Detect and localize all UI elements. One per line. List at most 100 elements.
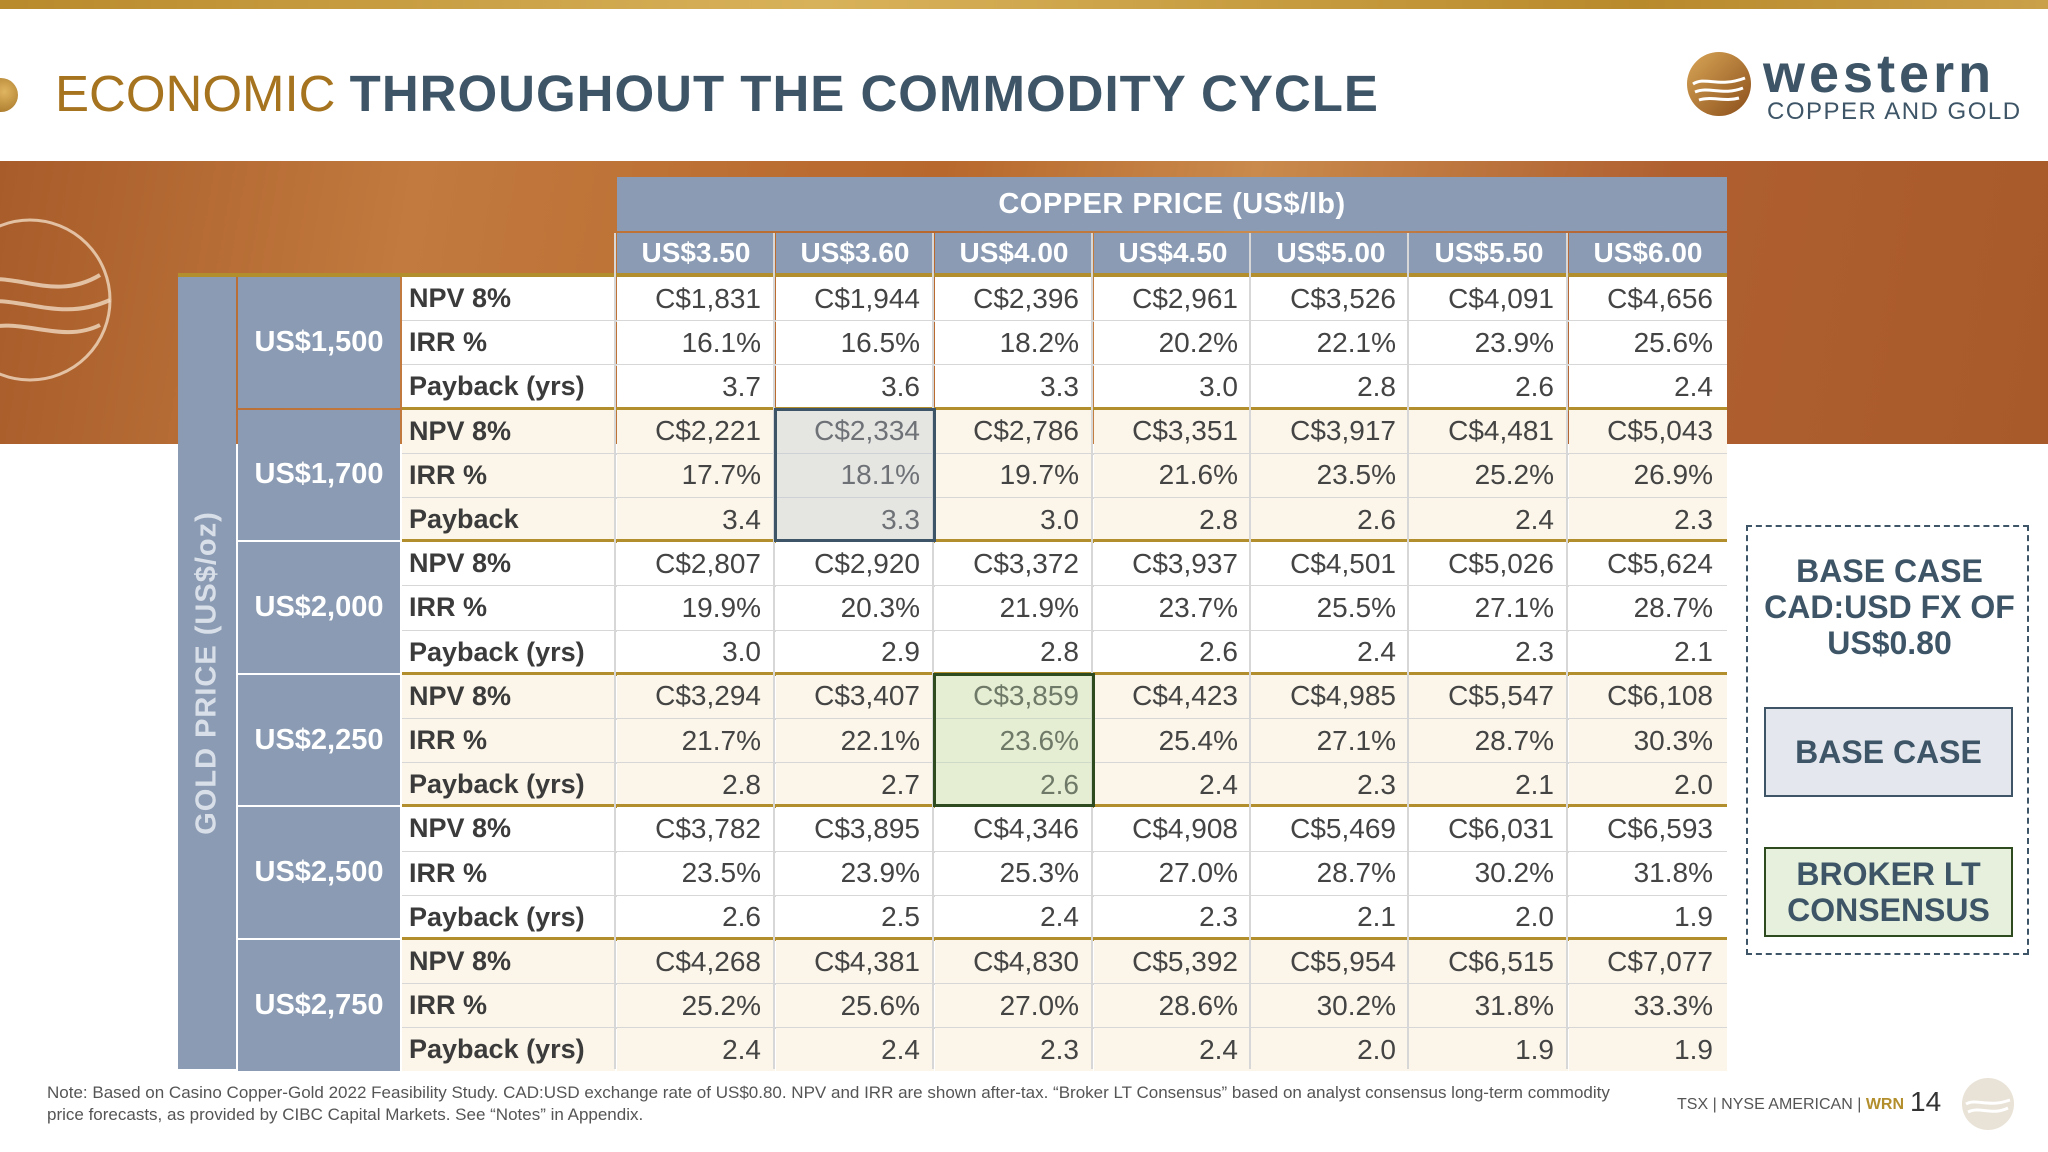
legend-title: BASE CASE CAD:USD FX OF US$0.80: [1764, 553, 2015, 661]
table-cell: 21.7%: [617, 719, 775, 762]
table-cell: C$3,294: [617, 674, 775, 718]
footer-exchanges: TSX | NYSE AMERICAN | WRN: [1677, 1096, 1904, 1114]
table-cell: C$4,346: [935, 807, 1093, 851]
table-cell: C$4,381: [776, 940, 934, 983]
table-cell: 20.3%: [776, 586, 934, 630]
table-cell: 25.6%: [776, 984, 934, 1028]
column-divider: [1249, 233, 1251, 1069]
table-cell: C$4,908: [1094, 807, 1252, 851]
table-cell: 23.7%: [1094, 586, 1252, 630]
table-cell: 25.6%: [1569, 321, 1727, 365]
table-cell: 25.5%: [1252, 586, 1410, 630]
exchange-list: TSX | NYSE AMERICAN |: [1677, 1096, 1862, 1113]
table-cell: 16.5%: [776, 321, 934, 365]
table-cell: 26.9%: [1569, 453, 1727, 497]
title-bullet: [0, 78, 18, 112]
table-cell: 1.9: [1569, 895, 1727, 939]
metric-label: Payback (yrs): [402, 365, 615, 409]
table-cell: 2.1: [1569, 630, 1727, 674]
table-cell: 2.3: [935, 1028, 1093, 1072]
metric-label: NPV 8%: [402, 674, 615, 718]
table-cell: C$3,782: [617, 807, 775, 851]
metric-label: NPV 8%: [402, 542, 615, 586]
table-cell: 2.6: [1094, 630, 1252, 674]
table-cell: 2.4: [1410, 498, 1568, 541]
table-cell: 2.4: [1252, 630, 1410, 674]
page-title: ECONOMIC THROUGHOUT THE COMMODITY CYCLE: [55, 64, 1379, 124]
column-divider: [773, 233, 775, 1069]
metric-label: Payback (yrs): [402, 630, 615, 674]
table-cell: 2.8: [1252, 365, 1410, 409]
table-top-rule: [178, 273, 1727, 277]
table-cell: 2.6: [1252, 498, 1410, 541]
column-divider: [932, 233, 934, 1069]
copper-price-col-6: US$6.00: [1569, 233, 1727, 273]
table-cell: 2.4: [1094, 763, 1252, 807]
gold-price-row-label: US$2,500: [238, 807, 400, 938]
table-cell: 2.6: [1410, 365, 1568, 409]
table-cell: 2.8: [935, 630, 1093, 674]
company-logo: western COPPER AND GOLD: [1685, 44, 2020, 130]
gold-price-header: GOLD PRICE (US$/oz): [190, 511, 223, 835]
metric-label: IRR %: [402, 321, 615, 365]
table-cell: 27.1%: [1410, 586, 1568, 630]
logo-word: western: [1763, 44, 1996, 104]
table-cell: 28.7%: [1410, 719, 1568, 762]
metric-label: IRR %: [402, 984, 615, 1028]
table-cell: 30.2%: [1252, 984, 1410, 1028]
table-cell: 23.9%: [1410, 321, 1568, 365]
table-cell: 1.9: [1569, 1028, 1727, 1072]
gold-price-row-label: US$1,500: [238, 277, 400, 408]
table-cell: 20.2%: [1094, 321, 1252, 365]
metric-label: IRR %: [402, 586, 615, 630]
table-cell: C$5,954: [1252, 940, 1410, 983]
table-cell: 3.6: [776, 365, 934, 409]
table-cell: 18.2%: [935, 321, 1093, 365]
table-cell: 18.1%: [776, 453, 934, 497]
table-cell: C$5,469: [1252, 807, 1410, 851]
table-cell: C$6,515: [1410, 940, 1568, 983]
metric-label: Payback: [402, 498, 615, 541]
table-cell: C$2,334: [776, 409, 934, 453]
table-cell: C$4,985: [1252, 674, 1410, 718]
table-cell: 3.4: [617, 498, 775, 541]
table-cell: C$3,859: [935, 674, 1093, 718]
table-cell: C$7,077: [1569, 940, 1727, 983]
table-cell: 28.7%: [1569, 586, 1727, 630]
table-cell: C$5,392: [1094, 940, 1252, 983]
table-cell: C$1,944: [776, 277, 934, 320]
table-cell: 22.1%: [776, 719, 934, 762]
table-cell: 23.5%: [1252, 453, 1410, 497]
table-cell: 25.2%: [617, 984, 775, 1028]
copper-price-col-5: US$5.50: [1410, 233, 1568, 273]
table-cell: 2.0: [1252, 1028, 1410, 1072]
table-cell: 2.1: [1410, 763, 1568, 807]
table-cell: 21.6%: [1094, 453, 1252, 497]
title-light: ECONOMIC: [55, 65, 336, 122]
group-divider: [402, 937, 1727, 941]
table-cell: C$2,396: [935, 277, 1093, 320]
table-cell: 33.3%: [1569, 984, 1727, 1028]
table-cell: 28.7%: [1252, 851, 1410, 895]
table-cell: C$2,961: [1094, 277, 1252, 320]
copper-price-col-2: US$4.00: [935, 233, 1093, 273]
table-cell: 3.0: [617, 630, 775, 674]
table-cell: 31.8%: [1569, 851, 1727, 895]
table-cell: 3.3: [776, 498, 934, 541]
table-cell: C$4,091: [1410, 277, 1568, 320]
metric-label: IRR %: [402, 851, 615, 895]
copper-price-col-1: US$3.60: [776, 233, 934, 273]
table-cell: 1.9: [1410, 1028, 1568, 1072]
table-cell: 25.3%: [935, 851, 1093, 895]
table-cell: C$6,031: [1410, 807, 1568, 851]
table-cell: C$5,547: [1410, 674, 1568, 718]
table-cell: C$2,920: [776, 542, 934, 586]
metric-label: Payback (yrs): [402, 1028, 615, 1072]
table-cell: 2.9: [776, 630, 934, 674]
logo-emblem-icon: [1687, 52, 1751, 116]
table-cell: 3.3: [935, 365, 1093, 409]
table-cell: 2.5: [776, 895, 934, 939]
footnote: Note: Based on Casino Copper-Gold 2022 F…: [47, 1083, 1610, 1124]
column-divider: [1091, 233, 1093, 1069]
table-cell: C$3,407: [776, 674, 934, 718]
